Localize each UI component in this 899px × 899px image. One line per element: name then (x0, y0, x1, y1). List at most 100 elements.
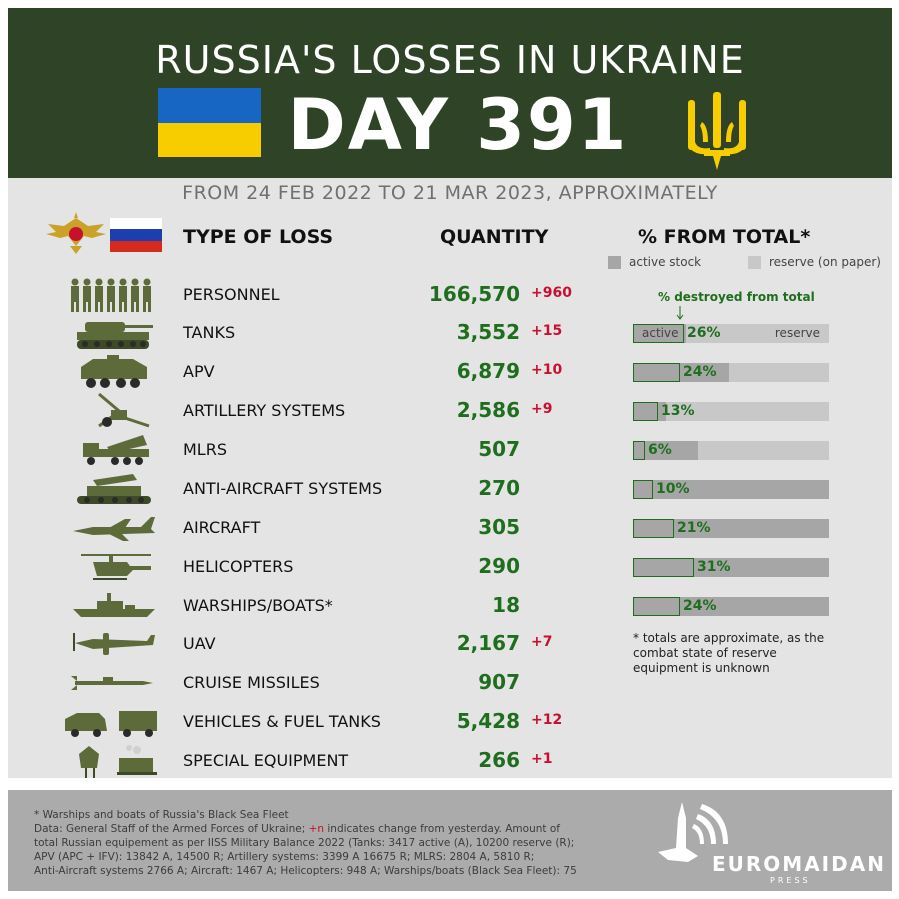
russian-army-emblem-icon (46, 212, 106, 254)
legend-active: active stock (608, 255, 701, 269)
period-subtitle: FROM 24 FEB 2022 TO 21 MAR 2023, APPROXI… (182, 182, 718, 204)
russia-flag-icon (110, 218, 162, 252)
table-row: UAV 2,167 +7 (8, 625, 892, 663)
percent-bar: active reserve 26% (633, 324, 829, 343)
row-name: UAV (183, 634, 216, 653)
missile-icon (71, 676, 153, 690)
row-quantity: 166,570 (428, 282, 520, 306)
percent-label: 24% (683, 364, 717, 380)
mlrs-icon (83, 435, 149, 465)
row-change: +1 (531, 751, 553, 767)
vehicle-icon (65, 711, 157, 737)
footer: * Warships and boats of Russia's Black S… (8, 790, 892, 891)
ukraine-flag-icon (158, 88, 261, 157)
header-banner: RUSSIA'S LOSSES IN UKRAINE DAY 391 (8, 8, 892, 178)
row-change: +12 (531, 712, 563, 728)
row-change: +15 (531, 323, 563, 339)
footer-line: Anti-Aircraft systems 2766 A; Aircraft: … (34, 865, 577, 877)
row-quantity: 290 (478, 554, 520, 578)
day-counter: DAY 391 (287, 84, 629, 166)
row-quantity: 6,879 (456, 359, 520, 383)
destroyed-segment (633, 519, 674, 538)
table-row: MLRS 507 6% (8, 431, 892, 469)
row-name: PERSONNEL (183, 285, 280, 304)
table-row: ANTI-AIRCRAFT SYSTEMS 270 10% (8, 470, 892, 508)
row-name: SPECIAL EQUIPMENT (183, 751, 349, 770)
table-row: HELICOPTERS 290 31% (8, 548, 892, 586)
percent-bar: 10% (633, 480, 829, 499)
row-quantity: 2,167 (456, 631, 520, 655)
quantity-column-header: QUANTITY (440, 226, 549, 248)
footer-line: * Warships and boats of Russia's Black S… (34, 809, 289, 821)
row-change: +7 (531, 634, 553, 650)
artillery-icon (98, 392, 150, 428)
percent-column-header: % FROM TOTAL* (638, 226, 811, 248)
row-name: AIRCRAFT (183, 518, 261, 537)
footer-notes: * Warships and boats of Russia's Black S… (34, 808, 624, 878)
row-name: WARSHIPS/BOATS* (183, 596, 333, 615)
percent-label: 21% (677, 520, 711, 536)
aircraft-icon (73, 517, 155, 541)
row-change: +960 (531, 285, 572, 301)
active-segment (633, 480, 829, 499)
legend-active-label: active stock (629, 255, 702, 269)
row-name: ARTILLERY SYSTEMS (183, 401, 346, 420)
active-segment (633, 363, 729, 382)
active-segment (633, 597, 829, 616)
legend-reserve-label: reserve (on paper) (769, 255, 881, 269)
destroyed-segment (633, 597, 680, 616)
percent-label: 10% (656, 481, 690, 497)
footer-line: Data: General Staff of the Armed Forces … (34, 823, 560, 835)
row-quantity: 305 (478, 515, 520, 539)
table-row: SPECIAL EQUIPMENT 266 +1 (8, 742, 892, 780)
bar-reserve-label: reserve (774, 326, 820, 340)
table-row: ARTILLERY SYSTEMS 2,586 +9 13% (8, 392, 892, 430)
row-quantity: 266 (478, 748, 520, 772)
active-segment (633, 324, 686, 343)
percent-bar: 13% (633, 402, 829, 421)
destroyed-segment (633, 402, 658, 421)
apv-icon (81, 355, 147, 388)
percent-label: 13% (661, 403, 695, 419)
table-row: PERSONNEL 166,570 +960 (8, 276, 892, 314)
percent-bar: 6% (633, 441, 829, 460)
row-name: TANKS (183, 323, 236, 342)
reserve-segment (633, 402, 829, 421)
active-segment (633, 519, 829, 538)
active-segment (633, 441, 698, 460)
row-name: CRUISE MISSILES (183, 673, 320, 692)
row-name: MLRS (183, 440, 227, 459)
legend-active-swatch (608, 255, 621, 269)
percent-bar: 21% (633, 519, 829, 538)
active-segment (633, 558, 829, 577)
uav-icon (73, 633, 155, 655)
change-indicator: +n (308, 823, 325, 835)
footer-line: total Russian equipement as per IISS Mil… (34, 837, 575, 849)
percent-bar: 31% (633, 558, 829, 577)
legend-reserve-swatch (748, 255, 761, 269)
row-quantity: 907 (478, 670, 520, 694)
legend-reserve: reserve (on paper) (748, 255, 881, 269)
destroyed-segment (633, 480, 653, 499)
row-quantity: 507 (478, 437, 520, 461)
main-panel: FROM 24 FEB 2022 TO 21 MAR 2023, APPROXI… (8, 178, 892, 778)
destroyed-note: % destroyed from total (658, 290, 815, 304)
row-change: +10 (531, 362, 563, 378)
table-row: APV 6,879 +10 24% (8, 353, 892, 391)
destroyed-segment (633, 324, 684, 343)
row-quantity: 3,552 (456, 320, 520, 344)
page-title: RUSSIA'S LOSSES IN UKRAINE (155, 38, 745, 82)
row-change: +9 (531, 401, 553, 417)
tank-icon (77, 322, 153, 349)
row-name: APV (183, 362, 215, 381)
row-quantity: 5,428 (456, 709, 520, 733)
row-name: VEHICLES & FUEL TANKS (183, 712, 381, 731)
logo-name: EUROMAIDAN (712, 852, 886, 876)
special-equipment-icon (79, 745, 157, 778)
approx-note: * totals are approximate, as the combat … (633, 631, 825, 675)
helicopter-icon (81, 554, 151, 580)
table-row: AIRCRAFT 305 21% (8, 509, 892, 547)
soldiers-icon (71, 278, 151, 312)
table-row: WARSHIPS/BOATS* 18 24% (8, 587, 892, 625)
row-quantity: 18 (492, 593, 520, 617)
